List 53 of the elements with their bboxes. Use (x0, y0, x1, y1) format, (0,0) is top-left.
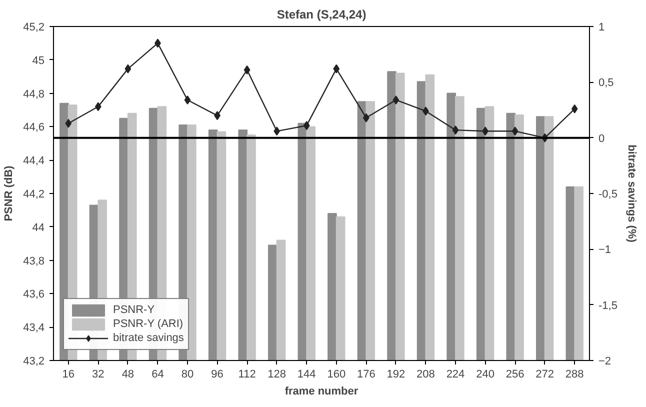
y-tick-label: 45 (32, 54, 45, 67)
y-tick-label: 45,2 (23, 22, 45, 34)
point (392, 95, 400, 104)
point (124, 64, 132, 74)
y2-tick-label: −1 (598, 244, 612, 256)
y-tick-label: 44,4 (23, 155, 45, 168)
y2-tick-label: -0,5 (598, 188, 618, 200)
x-tick-label: 224 (446, 368, 465, 380)
y-tick-label: 44,8 (23, 88, 45, 100)
x-tick-label: 208 (416, 368, 435, 380)
point (512, 126, 518, 136)
legend-label: PSNR-Y (ARI) (113, 317, 184, 331)
y-tick-label: 44 (32, 222, 45, 234)
y-tick-label: 44,2 (23, 188, 45, 200)
x-tick-label: 176 (356, 368, 376, 380)
y2-tick-label: 0,5 (598, 77, 614, 90)
y-tick-label: 43,6 (23, 288, 45, 301)
point (571, 104, 578, 114)
legend-label: PSNR-Y (113, 303, 155, 317)
x-tick-label: 64 (152, 368, 164, 380)
x-tick-label: 32 (92, 368, 104, 380)
y-tick-label: 43,8 (23, 255, 45, 268)
y2-tick-label: 1 (598, 22, 605, 34)
y2-tick-label: −2 (598, 356, 612, 368)
x-tick-label: 272 (536, 368, 554, 380)
x-tick-label: 144 (297, 368, 316, 380)
y2-axis-title: bitrate savings (%) (625, 144, 638, 243)
y-tick-label: 43,4 (23, 322, 45, 334)
x-tick-label: 80 (181, 368, 194, 380)
point (184, 95, 191, 104)
x-tick-label: 160 (327, 368, 346, 380)
x-tick-label: 96 (211, 368, 224, 380)
x-tick-label: 256 (506, 368, 524, 380)
x-tick-label: 128 (268, 368, 286, 380)
y2-tick-label: 0 (598, 132, 605, 145)
x-tick-label: 288 (565, 368, 584, 380)
point (65, 118, 72, 128)
x-tick-label: 16 (62, 368, 75, 380)
point (452, 126, 459, 135)
point (303, 121, 310, 130)
legend-label: bitrate savings (113, 331, 184, 345)
y-axis-title: PSNR (dB) (3, 165, 16, 222)
x-axis-title: frame number (284, 386, 359, 398)
y2-tick-label: -1,5 (598, 300, 618, 312)
y-tick-label: 43,2 (23, 356, 45, 368)
point (333, 64, 340, 74)
x-tick-label: 240 (476, 368, 494, 380)
y-tick-label: 44,6 (23, 122, 45, 134)
x-tick-label: 48 (122, 368, 134, 380)
x-tick-label: 192 (386, 368, 406, 380)
point (244, 65, 250, 74)
x-tick-label: 112 (238, 368, 256, 380)
chart-title: Stefan (S,24,24) (276, 8, 366, 22)
